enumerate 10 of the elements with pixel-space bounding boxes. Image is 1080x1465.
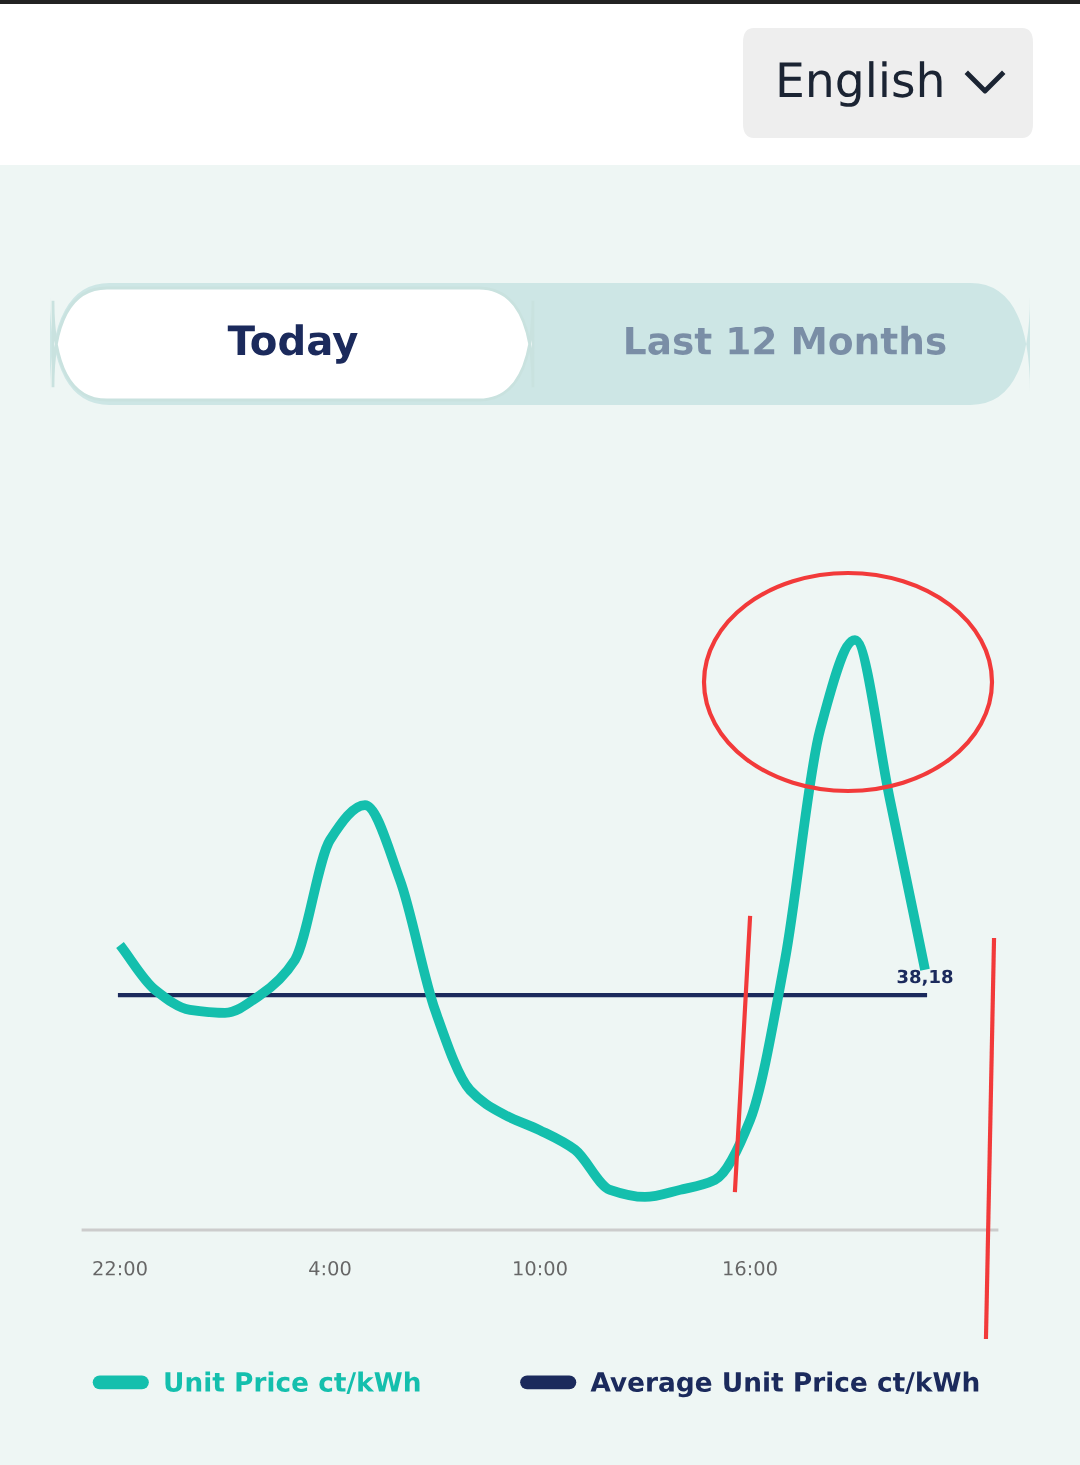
x-tick-label: 4:00 (309, 1260, 351, 1276)
x-tick-label: 16:00 (724, 1260, 777, 1276)
text: English (779, 61, 942, 107)
text: Today (227, 324, 358, 364)
x-tick-label: 10:00 (514, 1260, 567, 1276)
legend-label: Unit Price ct/kWh (165, 1371, 420, 1395)
x-tick-label: 22:00 (93, 1260, 147, 1276)
legend-label: Average Unit Price ct/kWh (590, 1371, 979, 1398)
text: Last 12 Months (626, 325, 946, 355)
annotation: 38,18 (897, 969, 953, 986)
